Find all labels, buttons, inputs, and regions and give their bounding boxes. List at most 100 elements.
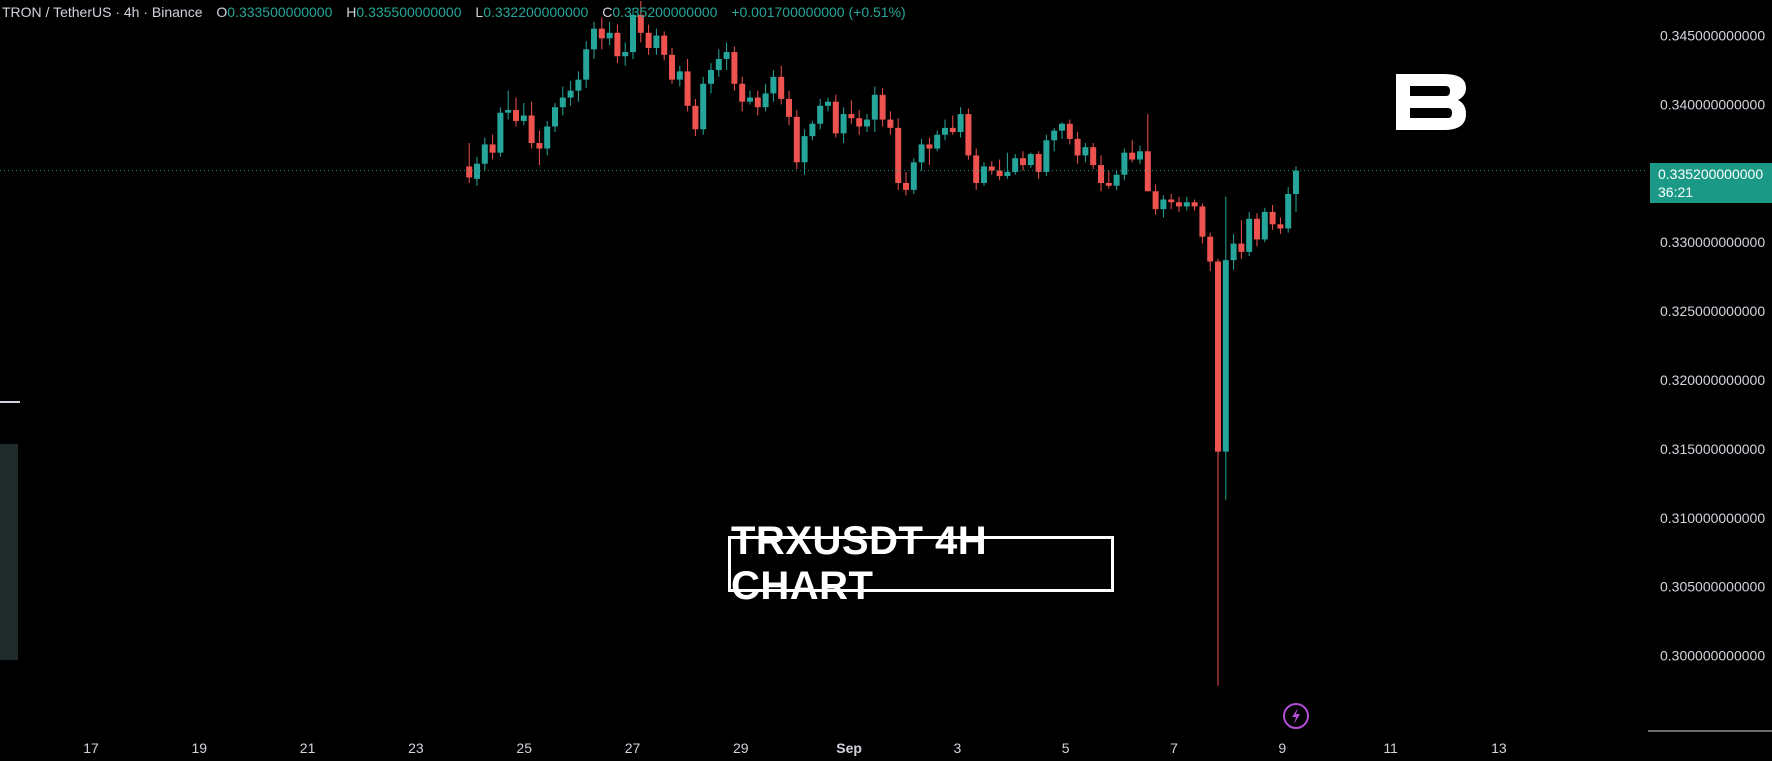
y-tick-label: 0.340000000000 xyxy=(1660,96,1765,112)
left-side-panel[interactable] xyxy=(0,444,18,660)
x-tick-label: 29 xyxy=(733,740,749,756)
candle-body xyxy=(934,134,941,149)
candle-body xyxy=(1012,158,1019,172)
candle-body xyxy=(481,144,488,164)
candle-body xyxy=(598,28,605,39)
candle-body xyxy=(903,182,909,190)
candle-body xyxy=(708,70,714,84)
candle-body xyxy=(552,107,558,127)
candle-body xyxy=(747,97,753,102)
x-tick-label: 23 xyxy=(408,740,424,756)
candle-body xyxy=(1113,174,1120,186)
y-tick-label: 0.305000000000 xyxy=(1660,579,1765,595)
candle-body xyxy=(1051,130,1058,141)
x-tick-label: Sep xyxy=(836,740,862,756)
candle-body xyxy=(1004,171,1011,177)
candle-body xyxy=(996,170,1003,177)
candle-body xyxy=(1090,147,1097,166)
candle-body xyxy=(832,101,839,134)
candle-body xyxy=(669,54,675,80)
candle-body xyxy=(1285,194,1292,229)
candle-body xyxy=(965,114,972,156)
candle-body xyxy=(731,52,738,84)
y-tick-label: 0.330000000000 xyxy=(1660,234,1765,250)
x-tick-label: 5 xyxy=(1062,740,1070,756)
candle-body xyxy=(957,114,964,132)
x-tick-label: 13 xyxy=(1491,740,1507,756)
candle-body xyxy=(1160,199,1167,210)
candle-body xyxy=(1199,206,1206,237)
candle-body xyxy=(949,127,956,132)
candle-body xyxy=(1207,236,1214,262)
candle-body xyxy=(1261,211,1268,240)
left-toolbar-marker xyxy=(0,401,20,403)
candle-body xyxy=(1191,202,1198,207)
candle-body xyxy=(770,76,777,94)
candle-body xyxy=(1074,138,1081,156)
close-value: 0.335200000000 xyxy=(612,4,718,20)
symbol-legend: TRON / TetherUS · 4h · Binance O0.333500… xyxy=(2,4,906,20)
candle-body xyxy=(559,97,566,108)
candle-body xyxy=(700,83,707,130)
candle-body xyxy=(918,144,925,163)
last-price-label: 0.335200000000 36:21 xyxy=(1650,163,1772,203)
candle-body xyxy=(1020,158,1026,166)
candle-body xyxy=(762,93,769,108)
candle-body xyxy=(1098,165,1104,183)
candle-body xyxy=(1043,140,1050,172)
candle-body xyxy=(692,105,699,130)
candle-body xyxy=(1222,260,1229,452)
candle-body xyxy=(1293,170,1299,194)
candle-body xyxy=(653,35,660,48)
x-tick-label: 21 xyxy=(300,740,316,756)
candle-body xyxy=(973,155,980,183)
candle-body xyxy=(809,123,816,137)
candle-body xyxy=(630,14,636,53)
y-tick-label: 0.315000000000 xyxy=(1660,441,1765,457)
candle-body xyxy=(645,32,652,48)
change-value: +0.001700000000 (+0.51%) xyxy=(731,4,906,20)
low-value: 0.332200000000 xyxy=(483,4,589,20)
candle-body xyxy=(871,94,878,120)
candle-body xyxy=(801,136,808,163)
candle-body xyxy=(1277,224,1284,229)
candle-body xyxy=(1176,202,1182,207)
candle-body xyxy=(715,58,722,70)
candle-body xyxy=(583,49,590,80)
symbol-name: TRON / TetherUS · 4h · Binance xyxy=(2,4,203,20)
y-tick-label: 0.345000000000 xyxy=(1660,28,1765,44)
x-tick-label: 11 xyxy=(1383,740,1398,756)
candle-body xyxy=(614,32,621,57)
candle-body xyxy=(1254,218,1260,240)
candle-body xyxy=(739,83,746,102)
candle-body xyxy=(942,127,948,135)
candle-body xyxy=(895,127,902,183)
candle-body xyxy=(1035,154,1042,172)
y-tick-label: 0.320000000000 xyxy=(1660,372,1765,388)
candle-body xyxy=(567,90,574,98)
candle-body xyxy=(786,98,792,117)
last-price-value: 0.335200000000 xyxy=(1658,166,1764,182)
x-tick-label: 27 xyxy=(625,740,641,756)
x-tick-label: 9 xyxy=(1278,740,1286,756)
lightning-bolt-icon[interactable] xyxy=(1282,702,1310,730)
candle-body xyxy=(1082,147,1089,156)
candle-body xyxy=(1238,243,1245,252)
candle-body xyxy=(1152,191,1159,210)
x-tick-label: 7 xyxy=(1170,740,1178,756)
candle-body xyxy=(466,166,473,178)
y-tick-label: 0.300000000000 xyxy=(1660,648,1765,664)
candle-body xyxy=(528,115,535,144)
candle-body xyxy=(606,32,613,39)
candle-body xyxy=(1121,152,1128,175)
high-value: 0.335500000000 xyxy=(356,4,462,20)
y-tick-label: 0.325000000000 xyxy=(1660,303,1765,319)
candle-body xyxy=(1066,123,1073,139)
candle-body xyxy=(879,94,886,120)
x-tick-label: 17 xyxy=(83,740,99,756)
open-value: 0.333500000000 xyxy=(227,4,333,20)
candle-body xyxy=(864,119,870,127)
candle-body xyxy=(544,126,551,149)
candle-body xyxy=(817,105,824,124)
